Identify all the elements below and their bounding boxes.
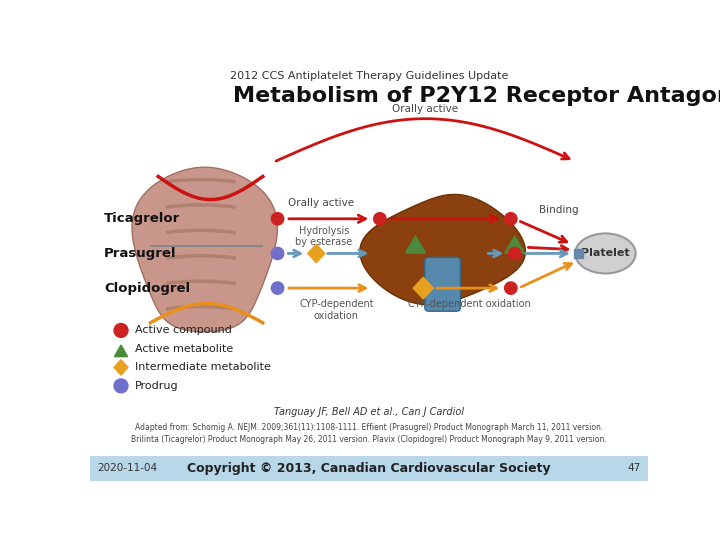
Text: Clopidogrel: Clopidogrel bbox=[104, 281, 190, 295]
Polygon shape bbox=[132, 167, 277, 332]
Text: Ticagrelor: Ticagrelor bbox=[104, 212, 180, 225]
Text: CYP-dependent oxidation: CYP-dependent oxidation bbox=[408, 299, 531, 309]
Polygon shape bbox=[405, 236, 426, 253]
Text: Active metabolite: Active metabolite bbox=[135, 344, 233, 354]
Text: Intermediate metabolite: Intermediate metabolite bbox=[135, 362, 271, 373]
Circle shape bbox=[271, 247, 284, 260]
Circle shape bbox=[114, 323, 128, 338]
Polygon shape bbox=[505, 236, 525, 253]
Text: Tanguay JF, Bell AD et al., Can J Cardiol: Tanguay JF, Bell AD et al., Can J Cardio… bbox=[274, 408, 464, 417]
Circle shape bbox=[374, 213, 386, 225]
Polygon shape bbox=[307, 244, 325, 262]
Text: 2020-11-04: 2020-11-04 bbox=[98, 463, 158, 473]
Text: Hydrolysis
by esterase: Hydrolysis by esterase bbox=[295, 226, 353, 247]
Text: Platelet: Platelet bbox=[581, 248, 630, 259]
Text: Binding: Binding bbox=[539, 205, 579, 214]
FancyBboxPatch shape bbox=[425, 257, 461, 311]
Text: Prodrug: Prodrug bbox=[135, 381, 179, 391]
Circle shape bbox=[271, 213, 284, 225]
Text: CYP-dependent
oxidation: CYP-dependent oxidation bbox=[299, 299, 374, 321]
FancyBboxPatch shape bbox=[90, 456, 648, 481]
Text: 2012 CCS Antiplatelet Therapy Guidelines Update: 2012 CCS Antiplatelet Therapy Guidelines… bbox=[230, 71, 508, 81]
Circle shape bbox=[508, 247, 521, 260]
Polygon shape bbox=[114, 345, 127, 356]
Circle shape bbox=[114, 379, 128, 393]
Text: Copyright © 2013, Canadian Cardiovascular Society: Copyright © 2013, Canadian Cardiovascula… bbox=[187, 462, 551, 475]
Text: Orally active: Orally active bbox=[289, 198, 354, 208]
Text: 47: 47 bbox=[627, 463, 640, 473]
Polygon shape bbox=[360, 194, 526, 305]
Text: Metabolism of P2Y12 Receptor Antagonists: Metabolism of P2Y12 Receptor Antagonists bbox=[233, 86, 720, 106]
Polygon shape bbox=[413, 278, 433, 299]
Circle shape bbox=[271, 282, 284, 294]
Text: Orally active: Orally active bbox=[392, 104, 458, 114]
Bar bbox=[574, 249, 583, 258]
Text: Adapted from: Schomig A. NEJM. 2009;361(11):1108-1111. Effient (Prasugrel) Produ: Adapted from: Schomig A. NEJM. 2009;361(… bbox=[131, 423, 607, 444]
Polygon shape bbox=[114, 360, 128, 375]
Ellipse shape bbox=[575, 233, 636, 273]
Circle shape bbox=[505, 282, 517, 294]
FancyBboxPatch shape bbox=[90, 65, 648, 481]
Text: Active compound: Active compound bbox=[135, 326, 232, 335]
Circle shape bbox=[505, 213, 517, 225]
Text: Prasugrel: Prasugrel bbox=[104, 247, 176, 260]
